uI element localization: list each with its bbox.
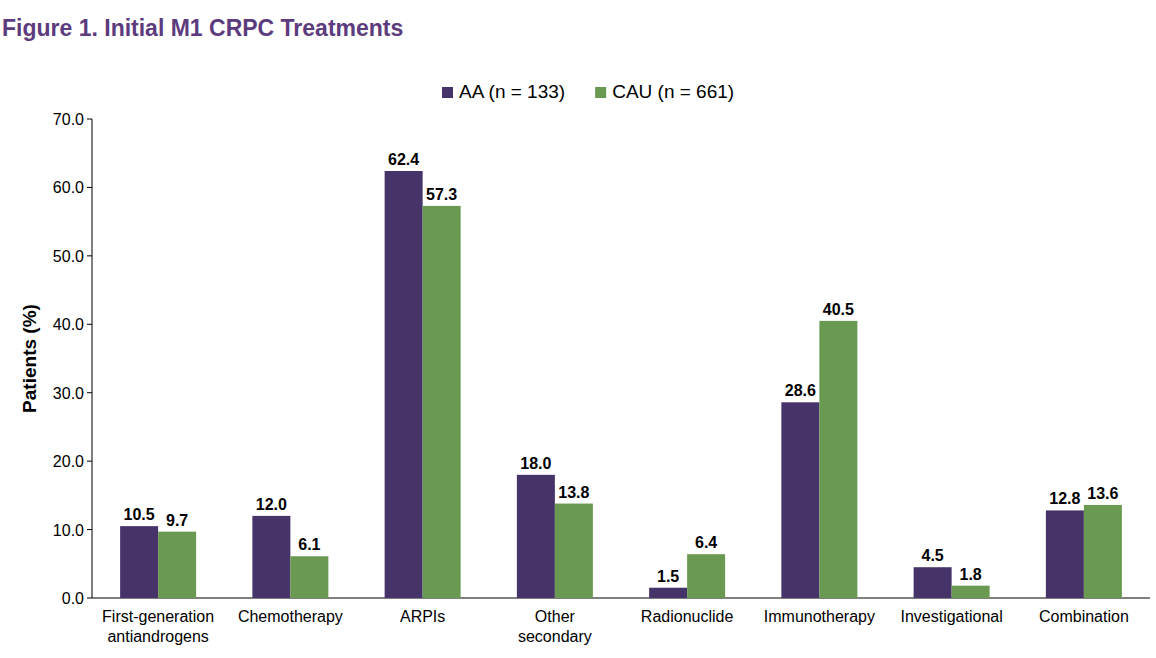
bar [423,206,461,598]
x-tick-label-line: Immunotherapy [764,608,875,625]
y-tick-label: 20.0 [53,453,84,470]
x-tick-label-line: Other [535,608,576,625]
x-tick-label: First-generation antiandrogens [102,608,214,645]
bar [914,567,952,598]
y-tick-label: 10.0 [53,522,84,539]
legend-item: AA (n = 133) [442,81,565,102]
data-label: 40.5 [823,301,854,318]
x-tick-label-line: Radionuclide [641,608,734,625]
y-tick-label: 50.0 [53,248,84,265]
legend-label: AA (n = 133) [459,81,565,102]
bar [1084,505,1122,598]
data-label: 6.4 [695,534,717,551]
data-label: 6.1 [298,536,320,553]
bar [385,171,423,598]
x-axis: First-generation antiandrogens Chemotherap… [102,608,1129,645]
y-tick-label: 60.0 [53,179,84,196]
bars [120,171,1122,598]
x-tick-label-line: Chemotherapy [238,608,343,625]
legend-swatch [442,87,453,98]
y-tick-label: 30.0 [53,385,84,402]
data-label: 62.4 [388,151,419,168]
y-tick-label: 40.0 [53,316,84,333]
y-axis: 0.0 10.0 20.0 30.0 40.0 50.0 60.0 70.0 [53,111,1150,607]
bar [952,586,990,598]
x-tick-label-line: secondary [518,628,592,645]
y-tick [87,187,92,188]
data-label: 28.6 [785,382,816,399]
bar [252,516,290,598]
data-label: 12.8 [1049,490,1080,507]
x-tick-label: ARPIs [400,608,445,625]
data-label: 1.8 [960,566,982,583]
x-tick-label: Immunotherapy [764,608,875,625]
x-tick-label: Radionuclide [641,608,734,625]
bar [819,321,857,598]
data-label: 18.0 [520,455,551,472]
bar [781,402,819,598]
y-tick-label: 0.0 [62,590,84,607]
y-tick-label: 70.0 [53,111,84,128]
x-tick-label: Other secondary [518,608,592,645]
bar [555,504,593,598]
x-tick-label: Investigational [900,608,1002,625]
bar [687,554,725,598]
data-label: 1.5 [657,568,679,585]
x-axis-line [92,598,1150,599]
x-tick-label-line: antiandrogens [107,628,208,645]
chart: Figure 1. Initial M1 CRPC Treatments AA (… [0,0,1156,658]
legend-swatch [595,87,606,98]
x-tick-label: Chemotherapy [238,608,343,625]
legend-item: CAU (n = 661) [595,81,734,102]
x-tick-label: Combination [1039,608,1129,625]
data-label: 57.3 [426,186,457,203]
y-tick [87,392,92,393]
bar [120,526,158,598]
x-tick-label-line: First-generation [102,608,214,625]
data-label: 13.8 [558,484,589,501]
data-label: 13.6 [1087,485,1118,502]
title: Figure 1. Initial M1 CRPC Treatments [2,15,403,41]
legend: AA (n = 133) CAU (n = 661) [442,81,734,102]
bar [158,532,196,598]
data-label: 9.7 [166,512,188,529]
y-axis-label: Patients (%) [19,304,40,413]
data-label: 4.5 [922,547,944,564]
y-tick [87,255,92,256]
data-labels: 10.5 9.7 12.0 6.1 62.4 57.3 18.0 13.8 1.5 6.4 28.6… [124,151,1119,585]
y-tick [87,598,92,599]
y-tick [87,529,92,530]
bar [1046,510,1084,598]
x-tick-label-line: Combination [1039,608,1129,625]
y-tick [87,119,92,120]
y-tick [87,461,92,462]
y-tick [87,324,92,325]
data-label: 12.0 [256,496,287,513]
bar [649,588,687,598]
y-axis-line [92,119,93,598]
x-tick-label-line: ARPIs [400,608,445,625]
x-tick-label-line: Investigational [900,608,1002,625]
legend-label: CAU (n = 661) [612,81,734,102]
bar [517,475,555,598]
data-label: 10.5 [124,506,155,523]
bar [290,556,328,598]
